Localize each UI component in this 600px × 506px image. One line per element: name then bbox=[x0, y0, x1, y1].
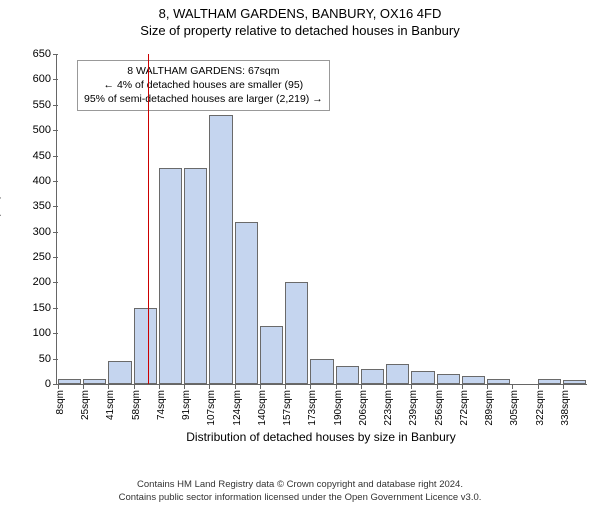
footer-line-2: Contains public sector information licen… bbox=[0, 492, 600, 504]
histogram-bar bbox=[184, 168, 207, 384]
y-tick: 650 bbox=[33, 48, 57, 60]
x-tick-label: 223sqm bbox=[383, 390, 394, 426]
x-tick-label: 25sqm bbox=[80, 390, 91, 420]
x-tick-label: 272sqm bbox=[459, 390, 470, 426]
x-tick-mark bbox=[462, 384, 463, 389]
y-tick: 500 bbox=[33, 124, 57, 136]
x-tick-mark bbox=[361, 384, 362, 389]
x-tick-mark bbox=[134, 384, 135, 389]
x-tick-label: 338sqm bbox=[560, 390, 571, 426]
y-tick: 200 bbox=[33, 276, 57, 288]
x-tick-label: 41sqm bbox=[105, 390, 116, 420]
histogram-bar bbox=[134, 308, 157, 384]
x-tick-mark bbox=[310, 384, 311, 389]
histogram-bar bbox=[58, 379, 81, 384]
annotation-line-2: ← 4% of detached houses are smaller (95) bbox=[84, 78, 323, 92]
histogram-bar bbox=[336, 366, 359, 384]
y-tick: 350 bbox=[33, 200, 57, 212]
annotation-line-1: 8 WALTHAM GARDENS: 67sqm bbox=[84, 64, 323, 78]
y-tick: 250 bbox=[33, 251, 57, 263]
x-tick-mark bbox=[83, 384, 84, 389]
x-tick-label: 91sqm bbox=[181, 390, 192, 420]
y-tick: 150 bbox=[33, 302, 57, 314]
histogram-bar bbox=[361, 369, 384, 384]
histogram-bar bbox=[209, 115, 232, 384]
histogram-bar bbox=[285, 282, 308, 384]
plot-area: 8 WALTHAM GARDENS: 67sqm ← 4% of detache… bbox=[56, 54, 587, 385]
x-tick-label: 190sqm bbox=[333, 390, 344, 426]
x-tick-label: 157sqm bbox=[282, 390, 293, 426]
histogram-bar bbox=[462, 376, 485, 384]
histogram-bar bbox=[260, 326, 283, 384]
histogram-bar bbox=[159, 168, 182, 384]
x-tick-mark bbox=[538, 384, 539, 389]
x-tick-label: 206sqm bbox=[358, 390, 369, 426]
x-axis-label: Distribution of detached houses by size … bbox=[56, 430, 586, 444]
x-tick-label: 289sqm bbox=[484, 390, 495, 426]
histogram-bar bbox=[108, 361, 131, 384]
x-tick-mark bbox=[209, 384, 210, 389]
footer-line-1: Contains HM Land Registry data © Crown c… bbox=[0, 479, 600, 491]
x-tick-mark bbox=[386, 384, 387, 389]
histogram-bar bbox=[235, 222, 258, 384]
histogram-bar bbox=[386, 364, 409, 384]
x-tick-label: 322sqm bbox=[535, 390, 546, 426]
y-tick: 100 bbox=[33, 327, 57, 339]
annotation-line-3: 95% of semi-detached houses are larger (… bbox=[84, 92, 323, 106]
x-tick-mark bbox=[563, 384, 564, 389]
x-tick-label: 239sqm bbox=[408, 390, 419, 426]
x-tick-mark bbox=[512, 384, 513, 389]
x-tick-label: 305sqm bbox=[509, 390, 520, 426]
histogram-bar bbox=[538, 379, 561, 384]
chart-container: Number of detached properties 8 WALTHAM … bbox=[0, 50, 600, 442]
subtitle: Size of property relative to detached ho… bbox=[0, 23, 600, 38]
x-tick-mark bbox=[260, 384, 261, 389]
x-tick-mark bbox=[235, 384, 236, 389]
x-tick-label: 107sqm bbox=[206, 390, 217, 426]
x-tick-mark bbox=[437, 384, 438, 389]
x-tick-mark bbox=[411, 384, 412, 389]
y-tick: 50 bbox=[39, 353, 57, 365]
property-marker-line bbox=[148, 54, 149, 384]
x-tick-mark bbox=[108, 384, 109, 389]
x-tick-label: 58sqm bbox=[131, 390, 142, 420]
y-tick: 450 bbox=[33, 150, 57, 162]
y-tick: 0 bbox=[45, 378, 57, 390]
histogram-bar bbox=[310, 359, 333, 384]
histogram-bar bbox=[411, 371, 434, 384]
y-tick: 550 bbox=[33, 99, 57, 111]
x-tick-mark bbox=[487, 384, 488, 389]
y-tick: 400 bbox=[33, 175, 57, 187]
histogram-bar bbox=[437, 374, 460, 384]
histogram-bar bbox=[487, 379, 510, 384]
x-tick-label: 8sqm bbox=[55, 390, 66, 414]
x-tick-label: 124sqm bbox=[232, 390, 243, 426]
y-tick: 600 bbox=[33, 73, 57, 85]
x-tick-label: 140sqm bbox=[257, 390, 268, 426]
x-tick-label: 256sqm bbox=[434, 390, 445, 426]
footer: Contains HM Land Registry data © Crown c… bbox=[0, 479, 600, 504]
y-axis-label: Number of detached properties bbox=[0, 163, 1, 328]
page-title: 8, WALTHAM GARDENS, BANBURY, OX16 4FD bbox=[0, 6, 600, 21]
x-tick-mark bbox=[285, 384, 286, 389]
x-tick-mark bbox=[58, 384, 59, 389]
x-tick-mark bbox=[159, 384, 160, 389]
x-tick-mark bbox=[336, 384, 337, 389]
x-tick-mark bbox=[184, 384, 185, 389]
annotation-box: 8 WALTHAM GARDENS: 67sqm ← 4% of detache… bbox=[77, 60, 330, 111]
histogram-bar bbox=[563, 380, 586, 384]
x-tick-label: 74sqm bbox=[156, 390, 167, 420]
histogram-bar bbox=[83, 379, 106, 384]
x-tick-label: 173sqm bbox=[307, 390, 318, 426]
y-tick: 300 bbox=[33, 226, 57, 238]
